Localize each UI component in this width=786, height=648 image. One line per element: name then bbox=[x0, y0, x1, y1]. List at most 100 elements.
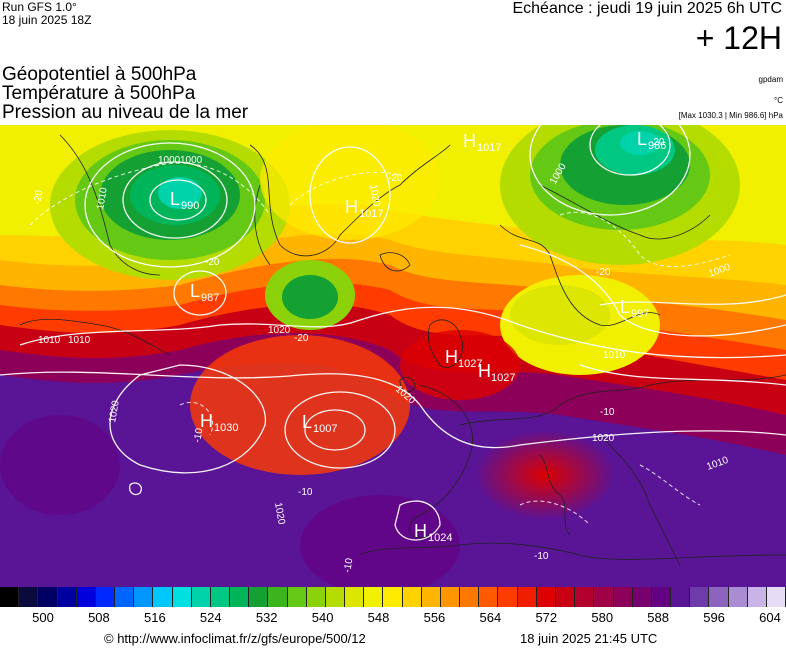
legend-swatch bbox=[575, 587, 595, 607]
legend-tick-label: 508 bbox=[88, 610, 110, 625]
legend-tick-label: 572 bbox=[535, 610, 558, 625]
temperature-labels: -20 -20 -20 -20 -20 -20 -10 -10 -10 -10 … bbox=[32, 137, 665, 574]
legend-swatch bbox=[191, 587, 211, 607]
generated-time: 18 juin 2025 21:45 UTC bbox=[520, 631, 658, 646]
legend-tick-label: 532 bbox=[255, 610, 278, 625]
legend-swatch bbox=[345, 587, 365, 607]
pressure-center-high: H bbox=[463, 131, 476, 151]
pressure-center-value: 1007 bbox=[313, 423, 337, 435]
legend-swatch bbox=[555, 587, 576, 607]
legend-swatch bbox=[19, 587, 39, 607]
pressure-center-low: L bbox=[637, 129, 647, 149]
temperature-label: -20 bbox=[596, 267, 611, 278]
legend-swatch bbox=[76, 587, 96, 607]
echeance: Echéance : jeudi 19 juin 2025 6h UTC bbox=[512, 0, 782, 17]
legend-tick-label: 556 bbox=[423, 610, 446, 625]
legend-swatch bbox=[460, 587, 480, 607]
pressure-center-low: L bbox=[302, 412, 312, 432]
pressure-center-low: L bbox=[190, 281, 200, 301]
legend-tick-label: 580 bbox=[591, 610, 614, 625]
temperature-label: -20 bbox=[294, 333, 309, 344]
isobar-label: 1010 bbox=[38, 335, 61, 346]
legend-tick-label: 588 bbox=[647, 610, 669, 625]
legend-swatch bbox=[364, 587, 384, 607]
legend-swatch bbox=[268, 587, 288, 607]
legend-swatch bbox=[766, 587, 786, 607]
legend-swatch bbox=[709, 587, 729, 607]
temperature-label: -20 bbox=[650, 137, 665, 148]
legend-swatch bbox=[632, 587, 652, 607]
legend-swatch bbox=[690, 587, 710, 607]
isobar-label: 1010 bbox=[603, 350, 626, 361]
temperature-label: -10 bbox=[192, 427, 205, 444]
legend-swatch bbox=[0, 587, 20, 607]
legend-swatch bbox=[440, 587, 461, 607]
title-pressure: Pression au niveau de la mer bbox=[2, 102, 249, 123]
isobar-label: 1010 bbox=[68, 335, 91, 346]
pressure-center-high: H bbox=[200, 411, 213, 431]
legend-swatch bbox=[249, 587, 269, 607]
legend-tick-label: 500 bbox=[32, 610, 54, 625]
isobar-label: 1010 bbox=[95, 186, 110, 210]
unit-gpdam: gpdam bbox=[758, 75, 783, 84]
weather-map: L 990 L 987 H 1017 H 1017 L 986 L 997 H … bbox=[0, 125, 786, 587]
legend-swatch bbox=[325, 587, 346, 607]
legend-swatch bbox=[747, 587, 767, 607]
legend-swatch bbox=[421, 587, 441, 607]
legend-tick-label: 548 bbox=[367, 610, 390, 625]
pressure-center-high: H bbox=[445, 347, 458, 367]
pressure-center-value: 997 bbox=[631, 308, 649, 320]
legend-swatch bbox=[306, 587, 326, 607]
run-label: Run GFS 1.0° bbox=[2, 0, 77, 14]
source-url: © http://www.infoclimat.fr/z/gfs/europe/… bbox=[104, 631, 366, 646]
title-geopotential: Géopotentiel à 500hPa bbox=[2, 64, 197, 85]
legend-swatch bbox=[287, 587, 307, 607]
pressure-center-value: 1024 bbox=[428, 532, 452, 544]
isobar-label: 1000 bbox=[158, 155, 181, 166]
pressure-center-low: L bbox=[170, 189, 180, 209]
isobar-label: 1000 bbox=[180, 155, 203, 166]
legend-tick-label: 604 bbox=[759, 610, 781, 625]
pressure-center-value: 986 bbox=[648, 140, 666, 152]
legend-swatch bbox=[57, 587, 77, 607]
pressure-center-high: H bbox=[414, 521, 427, 541]
temperature-label: -10 bbox=[534, 551, 549, 562]
legend-swatch bbox=[383, 587, 403, 607]
isobar-label: 1020 bbox=[107, 399, 122, 423]
legend-swatch bbox=[402, 587, 422, 607]
legend-tick-label: 516 bbox=[143, 610, 166, 625]
unit-celsius: °C bbox=[774, 96, 783, 105]
legend-swatch bbox=[594, 587, 614, 607]
isobar-label: 1020 bbox=[268, 325, 291, 336]
color-legend bbox=[0, 587, 786, 607]
legend-swatch bbox=[671, 587, 691, 607]
pressure-center-value: 1027 bbox=[491, 372, 515, 384]
legend-ticks: 500 508 516 524 532 540 548 556 564 572 580 588 596 6… bbox=[0, 610, 786, 628]
isobar-label: 1020 bbox=[272, 502, 287, 526]
legend-swatch bbox=[134, 587, 154, 607]
pressure-center-value: 1017 bbox=[359, 208, 383, 220]
legend-tick-label: 564 bbox=[479, 610, 502, 625]
pressure-center-high: H bbox=[345, 197, 358, 217]
legend-swatch bbox=[153, 587, 173, 607]
pressure-center-value: 1017 bbox=[477, 142, 501, 154]
pressure-center-value: 990 bbox=[181, 200, 199, 212]
legend-tick-label: 596 bbox=[703, 610, 725, 625]
run-time: 18 juin 2025 18Z bbox=[2, 13, 92, 27]
pressure-centers: L 990 L 987 H 1017 H 1017 L 986 L 997 H … bbox=[170, 129, 666, 544]
legend-tick-label: 540 bbox=[311, 610, 334, 625]
forecast-offset: + 12H bbox=[695, 20, 782, 56]
temperature-label: -20 bbox=[205, 257, 220, 268]
legend-swatch bbox=[651, 587, 672, 607]
isobar-label: 1020 bbox=[592, 433, 615, 444]
legend-swatch bbox=[536, 587, 556, 607]
temperature-label: -10 bbox=[298, 487, 313, 498]
legend-swatch bbox=[479, 587, 499, 607]
legend-swatch bbox=[38, 587, 58, 607]
legend-swatch bbox=[172, 587, 192, 607]
pressure-center-value: 1027 bbox=[458, 358, 482, 370]
legend-swatch bbox=[613, 587, 633, 607]
legend-swatch bbox=[230, 587, 250, 607]
legend-swatch bbox=[728, 587, 748, 607]
weather-map-svg: L 990 L 987 H 1017 H 1017 L 986 L 997 H … bbox=[0, 125, 786, 587]
